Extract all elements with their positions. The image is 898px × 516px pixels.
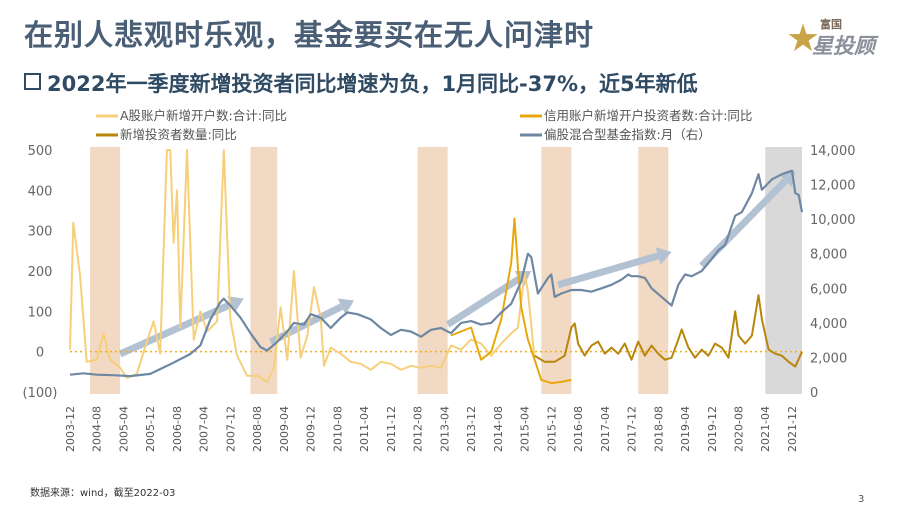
legend-label: 信用账户新增开户投资者数:合计:同比 bbox=[544, 108, 752, 123]
x-tick-label: 2018-08 bbox=[652, 406, 665, 452]
subtitle-text: 2022年一季度新增投资者同比增速为负，1月同比-37%，近5年新低 bbox=[47, 72, 698, 96]
left-axis: 500 400 300 200 100 0 (100) bbox=[23, 144, 58, 401]
x-tick-label: 2008-08 bbox=[251, 406, 264, 452]
x-tick-label: 2004-08 bbox=[91, 406, 104, 452]
x-tick-label: 2020-08 bbox=[732, 406, 745, 452]
page-number: 3 bbox=[858, 494, 865, 505]
x-tick-label: 2014-08 bbox=[492, 406, 505, 452]
source-note: 数据来源：wind，截至2022-03 bbox=[30, 488, 176, 499]
x-tick-label: 2003-12 bbox=[64, 406, 77, 452]
left-tick-label: 300 bbox=[28, 225, 53, 240]
x-tick-label: 2011-12 bbox=[385, 406, 398, 452]
x-tick-label: 2009-12 bbox=[305, 406, 318, 452]
page-title: 在别人悲观时乐观，基金要买在无人问津时 bbox=[24, 18, 595, 52]
left-tick-label: (100) bbox=[23, 386, 58, 401]
trend-arrow-head bbox=[227, 296, 244, 313]
left-tick-label: 100 bbox=[28, 305, 53, 320]
right-tick-label: 12,000 bbox=[810, 179, 856, 194]
x-tick-label: 2017-12 bbox=[626, 406, 639, 452]
trend-arrow-shaft bbox=[557, 252, 660, 289]
logo-small-text: 富国 bbox=[820, 18, 842, 31]
series-line-1 bbox=[69, 149, 536, 383]
right-tick-label: 2,000 bbox=[810, 351, 847, 366]
brand-logo: ★ 富国 星投顾 bbox=[786, 16, 882, 60]
x-tick-label: 2015-04 bbox=[519, 406, 532, 452]
x-tick-label: 2007-12 bbox=[224, 406, 237, 452]
right-axis: 14,000 12,000 10,000 8,000 6,000 4,000 2,000 0 bbox=[810, 144, 856, 401]
series-line-2 bbox=[450, 217, 572, 385]
x-tick-label: 2019-04 bbox=[679, 406, 692, 452]
x-tick-label: 2013-12 bbox=[465, 406, 478, 452]
shaded-period bbox=[90, 147, 121, 394]
x-tick-label: 2013-04 bbox=[438, 406, 451, 452]
subtitle: 2022年一季度新增投资者同比增速为负，1月同比-37%，近5年新低 bbox=[24, 68, 698, 98]
right-tick-label: 0 bbox=[810, 386, 818, 401]
x-tick-label: 2006-08 bbox=[171, 406, 184, 452]
legend-label: 偏股混合型基金指数:月（右） bbox=[544, 127, 711, 142]
square-bullet-icon bbox=[24, 73, 41, 90]
legend: A股账户新增开户数:合计:同比 信用账户新增开户投资者数:合计:同比新增投资者数量… bbox=[96, 108, 752, 142]
x-tick-label: 2021-12 bbox=[786, 406, 799, 452]
right-tick-label: 4,000 bbox=[810, 317, 847, 332]
x-tick-label: 2005-12 bbox=[144, 406, 157, 452]
right-tick-label: 6,000 bbox=[810, 282, 847, 297]
left-tick-label: 200 bbox=[28, 265, 53, 280]
x-tick-label: 2017-04 bbox=[599, 406, 612, 452]
shaded-period bbox=[250, 147, 278, 394]
x-tick-label: 2007-04 bbox=[198, 406, 211, 452]
legend-label: A股账户新增开户数:合计:同比 bbox=[120, 108, 287, 123]
x-tick-label: 2005-04 bbox=[117, 406, 130, 452]
x-tick-label: 2021-04 bbox=[759, 406, 772, 452]
left-tick-label: 500 bbox=[28, 144, 53, 159]
x-axis: 2003-12 2004-08 2005-04 2005-12 2006-08 2007-… bbox=[64, 406, 799, 452]
trend-arrow-shaft bbox=[118, 301, 233, 358]
shaded-period bbox=[417, 147, 448, 394]
right-tick-label: 10,000 bbox=[810, 213, 856, 228]
x-tick-label: 2010-08 bbox=[331, 406, 344, 452]
series-line-4 bbox=[69, 169, 804, 378]
right-tick-label: 8,000 bbox=[810, 248, 847, 263]
legend-label: 新增投资者数量:同比 bbox=[120, 127, 237, 142]
x-tick-label: 2019-12 bbox=[706, 406, 719, 452]
left-tick-label: 0 bbox=[36, 346, 44, 361]
series-line-3 bbox=[534, 294, 803, 368]
trend-arrow-shaft bbox=[445, 275, 522, 328]
right-tick-label: 14,000 bbox=[810, 144, 856, 159]
logo-big-text: 星投顾 bbox=[812, 34, 875, 58]
trend-arrow-shaft bbox=[699, 178, 788, 269]
shaded-period bbox=[541, 147, 572, 394]
x-tick-label: 2015-12 bbox=[545, 406, 558, 452]
star-icon: ★ bbox=[786, 16, 821, 60]
x-tick-label: 2016-08 bbox=[572, 406, 585, 452]
trend-arrow-head bbox=[655, 247, 672, 265]
left-tick-label: 400 bbox=[28, 184, 53, 199]
trend-arrow-head bbox=[337, 298, 355, 315]
shaded-period bbox=[765, 147, 802, 394]
x-tick-label: 2009-04 bbox=[278, 406, 291, 452]
shaded-periods bbox=[90, 147, 802, 394]
x-tick-label: 2011-04 bbox=[358, 406, 371, 452]
shaded-period bbox=[638, 147, 669, 394]
series-lines bbox=[69, 149, 804, 385]
x-tick-label: 2012-08 bbox=[412, 406, 425, 452]
